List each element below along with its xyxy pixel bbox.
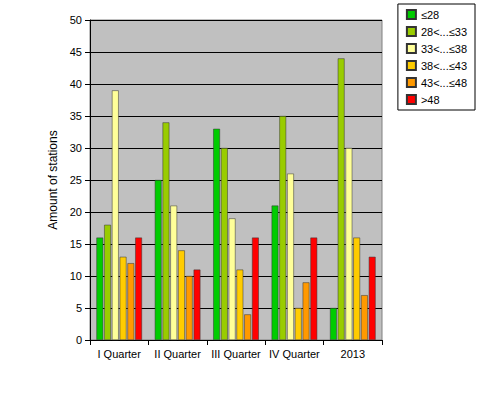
svg-text:45: 45 (70, 46, 82, 58)
svg-text:40: 40 (70, 78, 82, 90)
svg-text:I Quarter: I Quarter (97, 348, 141, 360)
svg-text:10: 10 (70, 270, 82, 282)
svg-text:15: 15 (70, 238, 82, 250)
svg-text:33<...≤38: 33<...≤38 (421, 43, 467, 55)
svg-text:0: 0 (76, 334, 82, 346)
svg-text:30: 30 (70, 142, 82, 154)
svg-text:>48: >48 (421, 94, 440, 106)
svg-text:III Quarter: III Quarter (211, 348, 261, 360)
svg-text:28<...≤33: 28<...≤33 (421, 26, 467, 38)
svg-text:35: 35 (70, 110, 82, 122)
svg-text:IV Quarter: IV Quarter (269, 348, 320, 360)
svg-text:50: 50 (70, 14, 82, 26)
svg-text:II Quarter: II Quarter (154, 348, 201, 360)
svg-text:38<...≤43: 38<...≤43 (421, 60, 467, 72)
svg-text:2013: 2013 (341, 348, 365, 360)
svg-text:5: 5 (76, 302, 82, 314)
svg-text:Amount of stations: Amount of stations (46, 130, 60, 229)
svg-text:20: 20 (70, 206, 82, 218)
svg-text:25: 25 (70, 174, 82, 186)
svg-text:≤28: ≤28 (421, 9, 439, 21)
svg-text:43<...≤48: 43<...≤48 (421, 77, 467, 89)
